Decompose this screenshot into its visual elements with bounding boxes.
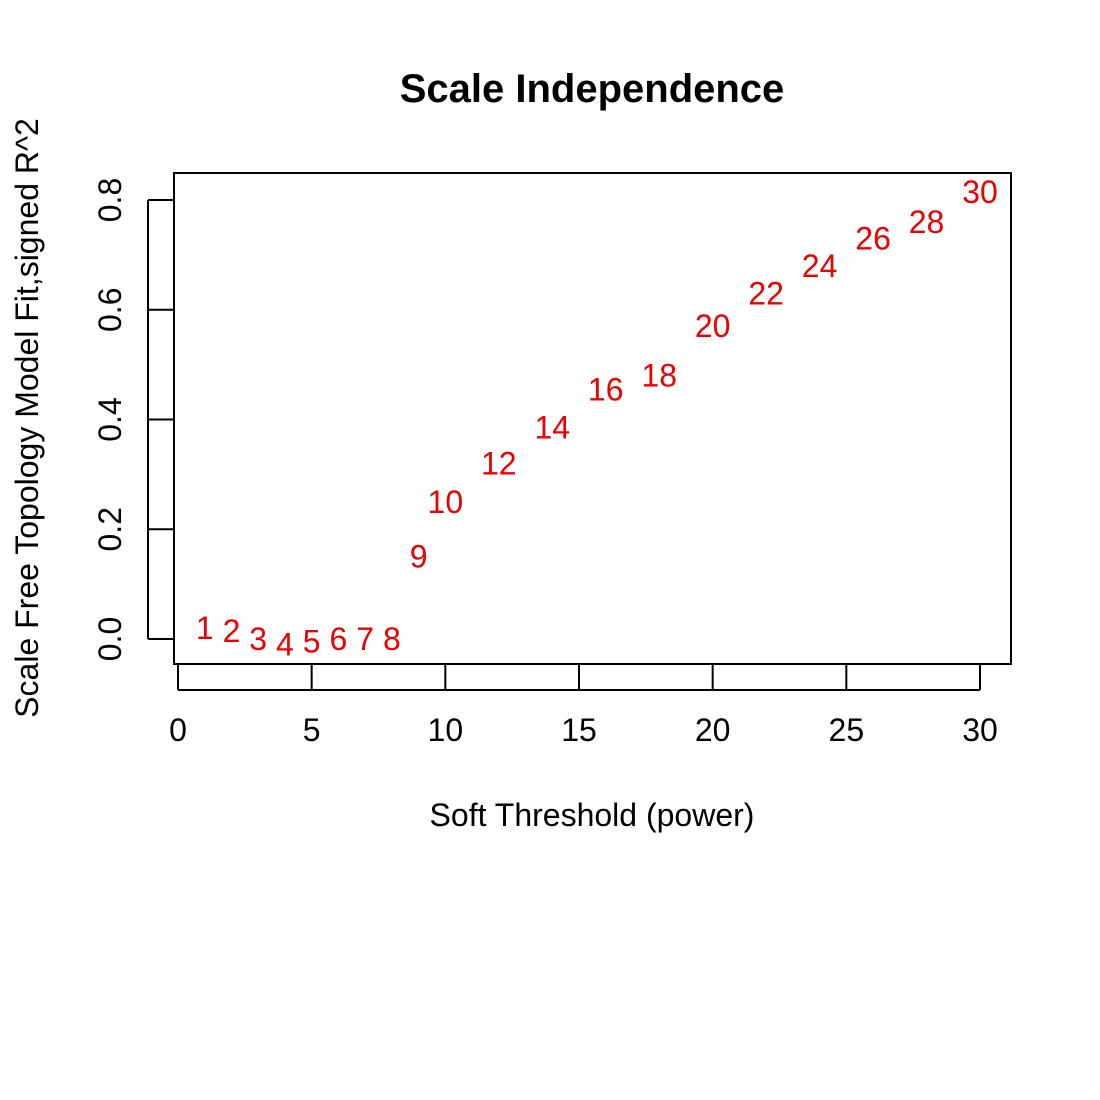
data-point-label: 30: [962, 174, 998, 210]
data-point-label: 14: [534, 410, 570, 446]
data-point-label: 4: [276, 626, 294, 662]
y-axis-ticks: 0.0 0.2 0.4 0.6 0.8: [92, 178, 174, 661]
data-point-label: 10: [428, 484, 464, 520]
x-tick-label: 25: [829, 712, 865, 748]
data-point-label: 22: [748, 275, 784, 311]
x-tick-label: 0: [169, 712, 187, 748]
data-point-label: 28: [909, 204, 945, 240]
x-tick-label: 30: [962, 712, 998, 748]
data-point-label: 6: [330, 621, 348, 657]
data-point-label: 7: [356, 621, 374, 657]
y-tick-label: 0.8: [92, 178, 128, 222]
y-axis-title: Scale Free Topology Model Fit,signed R^2: [9, 118, 45, 718]
x-axis-title: Soft Threshold (power): [430, 797, 755, 833]
x-tick-label: 5: [303, 712, 321, 748]
data-point-label: 8: [383, 621, 401, 657]
data-point-label: 18: [641, 358, 677, 394]
data-point-label: 3: [249, 621, 267, 657]
x-tick-label: 10: [428, 712, 464, 748]
y-tick-label: 0.4: [92, 397, 128, 441]
data-point-label: 20: [695, 308, 731, 344]
data-point-label: 16: [588, 371, 624, 407]
data-point-label: 2: [223, 613, 241, 649]
x-tick-label: 15: [561, 712, 597, 748]
y-tick-label: 0.0: [92, 617, 128, 661]
x-tick-label: 20: [695, 712, 731, 748]
data-point-label: 26: [855, 220, 891, 256]
data-point-label: 12: [481, 445, 517, 481]
data-point-label: 1: [196, 610, 214, 646]
x-axis-ticks: 0 5 10 15 20 25 30: [169, 664, 998, 748]
data-point-label: 5: [303, 624, 321, 660]
chart-title: Scale Independence: [400, 67, 785, 111]
data-point-label: 24: [802, 248, 838, 284]
y-tick-label: 0.6: [92, 288, 128, 332]
data-point-label: 9: [410, 539, 428, 575]
y-tick-label: 0.2: [92, 507, 128, 551]
